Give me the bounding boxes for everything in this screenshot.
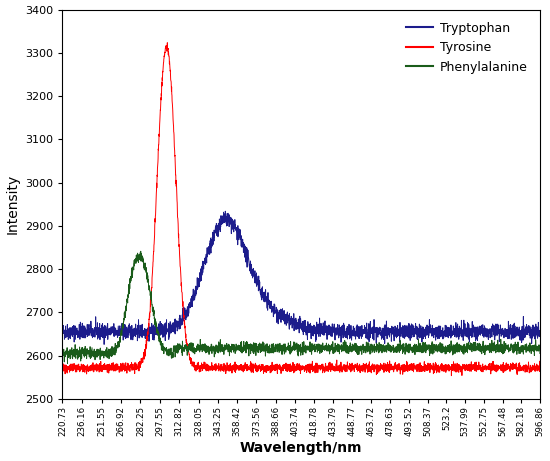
Line: Tryptophan: Tryptophan [62,211,540,344]
Phenylalanine [114,343,120,349]
Phenylalanine [243,340,249,345]
Tryptophan [101,342,107,347]
Line: Phenylalanine: Phenylalanine [62,251,540,363]
Phenylalanine [59,353,65,358]
Phenylalanine [138,248,144,254]
Phenylalanine [263,347,270,353]
Y-axis label: Intensity: Intensity [6,174,20,234]
Phenylalanine [537,351,543,356]
Tyrosine [59,369,65,375]
Tryptophan [537,330,543,335]
Phenylalanine [64,361,71,366]
Tryptophan [476,323,483,329]
Tyrosine [448,373,455,378]
Tryptophan [114,331,120,337]
Phenylalanine [527,346,534,351]
Tyrosine [243,365,249,371]
Phenylalanine [142,266,149,271]
Tryptophan [263,295,270,300]
Tyrosine [164,40,170,46]
Tryptophan [222,208,229,214]
Tyrosine [537,363,543,369]
Tyrosine [142,347,148,352]
Phenylalanine [476,345,483,350]
Tyrosine [476,366,483,372]
Tyrosine [263,364,270,370]
Tryptophan [142,327,148,332]
Legend: Tryptophan, Tyrosine, Phenylalanine: Tryptophan, Tyrosine, Phenylalanine [399,16,534,80]
Tyrosine [527,367,534,372]
Tryptophan [527,326,534,332]
Tyrosine [113,367,120,372]
Line: Tyrosine: Tyrosine [62,43,540,376]
Tryptophan [243,254,249,259]
Tryptophan [59,327,65,333]
X-axis label: Wavelength/nm: Wavelength/nm [240,442,362,455]
